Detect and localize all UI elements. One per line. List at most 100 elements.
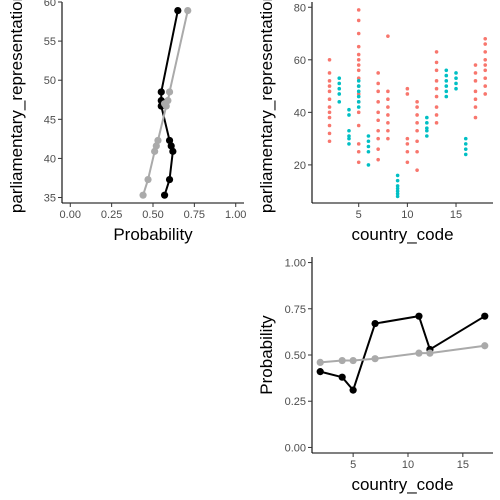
- panel-2-series-1-point: [395, 192, 400, 196]
- panel-2-series-1-point: [337, 100, 342, 104]
- panel-2-series-1-point: [356, 79, 361, 83]
- panel-2-series-0-point: [483, 36, 488, 41]
- panel-1-series-0-line: [160, 10, 179, 196]
- panel-2-series-1-point: [347, 107, 351, 112]
- panel-2-series-0-point: [434, 94, 439, 99]
- panel-2-series-1-point: [356, 105, 361, 109]
- panel-2-series-0-point: [386, 136, 390, 141]
- panel-2-x-tick-label: 15: [450, 209, 462, 221]
- panel-1-series-1-point: [139, 191, 147, 199]
- panel-2-series-1-point: [395, 184, 400, 188]
- panel-3-y-tick-label: 0.00: [285, 442, 306, 454]
- panel-2-series-1-point: [444, 89, 449, 94]
- panel-2-series-0-point: [327, 97, 332, 102]
- panel-1-series-1-point: [165, 88, 174, 96]
- panel-3-series-1-point: [349, 356, 357, 365]
- panel-1-y-tick-label: 60: [44, 0, 56, 9]
- panel-1-y-tick-label: 40: [44, 153, 56, 165]
- panel-2-series-1-point: [356, 100, 361, 104]
- panel-2-series-0-point: [376, 71, 380, 75]
- panel-1-series-1-line: [142, 10, 189, 196]
- panel-2-series-0-point: [386, 121, 390, 125]
- panel-2-series-0-point: [376, 147, 380, 151]
- panel-2-series-0-point: [415, 128, 419, 133]
- panel-2-series-0-point: [473, 63, 478, 67]
- panel-2-series-0-point: [386, 113, 390, 117]
- panel-2-series-1-point: [425, 134, 429, 138]
- panel-2-series-0-point: [483, 58, 488, 62]
- panel-1-series-1-point: [154, 136, 162, 145]
- panel-1-series-1-point: [162, 102, 170, 110]
- panel-2-series-0-point: [356, 44, 361, 49]
- panel-2-series-1-point: [463, 142, 468, 146]
- panel-3-series-1-point: [481, 342, 489, 350]
- panel-3-x-tick-label: 5: [350, 459, 356, 471]
- panel-3-series-0-point: [371, 319, 379, 328]
- panel-3-y-axis-title: Probability: [257, 315, 276, 395]
- panel-2-series-1-point: [347, 142, 351, 146]
- panel-2-series-0-point: [483, 68, 488, 73]
- panel-3-series-0-point: [338, 373, 346, 381]
- panel-1-x-tick-label: 1.00: [225, 209, 246, 221]
- panel-2-series-1-point: [395, 194, 400, 199]
- panel-3-y-tick-label: 1.00: [285, 258, 306, 270]
- panel-2-series-1-point: [444, 68, 449, 73]
- panel-2-series-1-point: [463, 147, 468, 151]
- panel-2-series-0-point: [327, 110, 332, 115]
- panel-3-series-1-point: [415, 349, 423, 357]
- panel-2-series-1-point: [337, 76, 342, 80]
- panel-1-series-0-point: [165, 175, 174, 184]
- panel-2-series-0-point: [434, 79, 439, 83]
- panel-1-series-1-point: [184, 7, 192, 15]
- panel-2-series-0-point: [483, 84, 488, 88]
- panel-2-series-1-point: [395, 178, 400, 183]
- panel-1-plot-area: [139, 7, 192, 199]
- panel-2-series-1-point: [366, 134, 371, 138]
- panel-2-series-0-point: [473, 105, 478, 109]
- panel-2-series-0-point: [483, 76, 488, 80]
- panel-2-series-0-point: [386, 34, 390, 38]
- panel-1-y-tick-label: 50: [44, 75, 56, 87]
- panel-2-series-0-point: [473, 115, 478, 120]
- panel-1-series-1-point: [151, 147, 159, 155]
- panel-1-x-tick-label: 0.25: [101, 209, 122, 221]
- panel-2-series-0-point: [356, 63, 361, 67]
- panel-2-series-1-point: [337, 86, 342, 91]
- panel-2-series-0-point: [327, 89, 332, 94]
- panel-2-series-0-point: [356, 18, 361, 23]
- panel-2-series-0-point: [327, 84, 332, 88]
- panel-2-series-0-point: [327, 123, 332, 128]
- panel-2-series-0-point: [356, 68, 361, 73]
- panel-2-series-1-point: [366, 144, 371, 149]
- panel-1-y-tick-label: 35: [44, 193, 56, 205]
- panel-2-y-tick-label: 60: [294, 55, 306, 67]
- panel-2-series-0-point: [483, 42, 488, 46]
- panel-2-x-tick-label: 10: [401, 209, 413, 221]
- panel-2-series-0-point: [415, 168, 419, 172]
- panel-2-series-0-point: [415, 149, 419, 154]
- panel-3-x-tick-label: 10: [402, 459, 414, 471]
- panel-2-series-0-point: [386, 89, 390, 94]
- panel-2-series-0-point: [415, 100, 419, 104]
- panel-2-series-0-point: [376, 110, 380, 115]
- panel-2-series-1-point: [425, 128, 429, 133]
- panel-2-series-1-point: [356, 84, 361, 88]
- panel-2-y-tick-label: 20: [294, 160, 306, 172]
- panel-2-series-0-point: [483, 92, 488, 96]
- panel-2-series-1-point: [366, 149, 371, 154]
- panel-2-series-0-point: [473, 71, 478, 75]
- panel-1-y-axis-title: parliamentary_representation: [7, 0, 26, 213]
- panel-2-series-1-point: [444, 79, 449, 83]
- panel-2-series-0-point: [415, 105, 419, 109]
- panel-2-series-0-point: [327, 115, 332, 120]
- panel-2-series-0-point: [386, 128, 390, 133]
- panel-2-series-0-point: [473, 79, 478, 83]
- panel-3-series-1-point: [316, 358, 324, 366]
- panel-2-series-0-point: [405, 142, 410, 146]
- panel-2-series-0-point: [356, 123, 361, 128]
- panel-2-series-1-point: [347, 128, 351, 133]
- panel-2-series-1-point: [366, 139, 371, 144]
- panel-1-series-1-point: [144, 175, 152, 184]
- panel-2-series-0-point: [434, 60, 439, 65]
- panel-2-series-1-point: [454, 86, 458, 91]
